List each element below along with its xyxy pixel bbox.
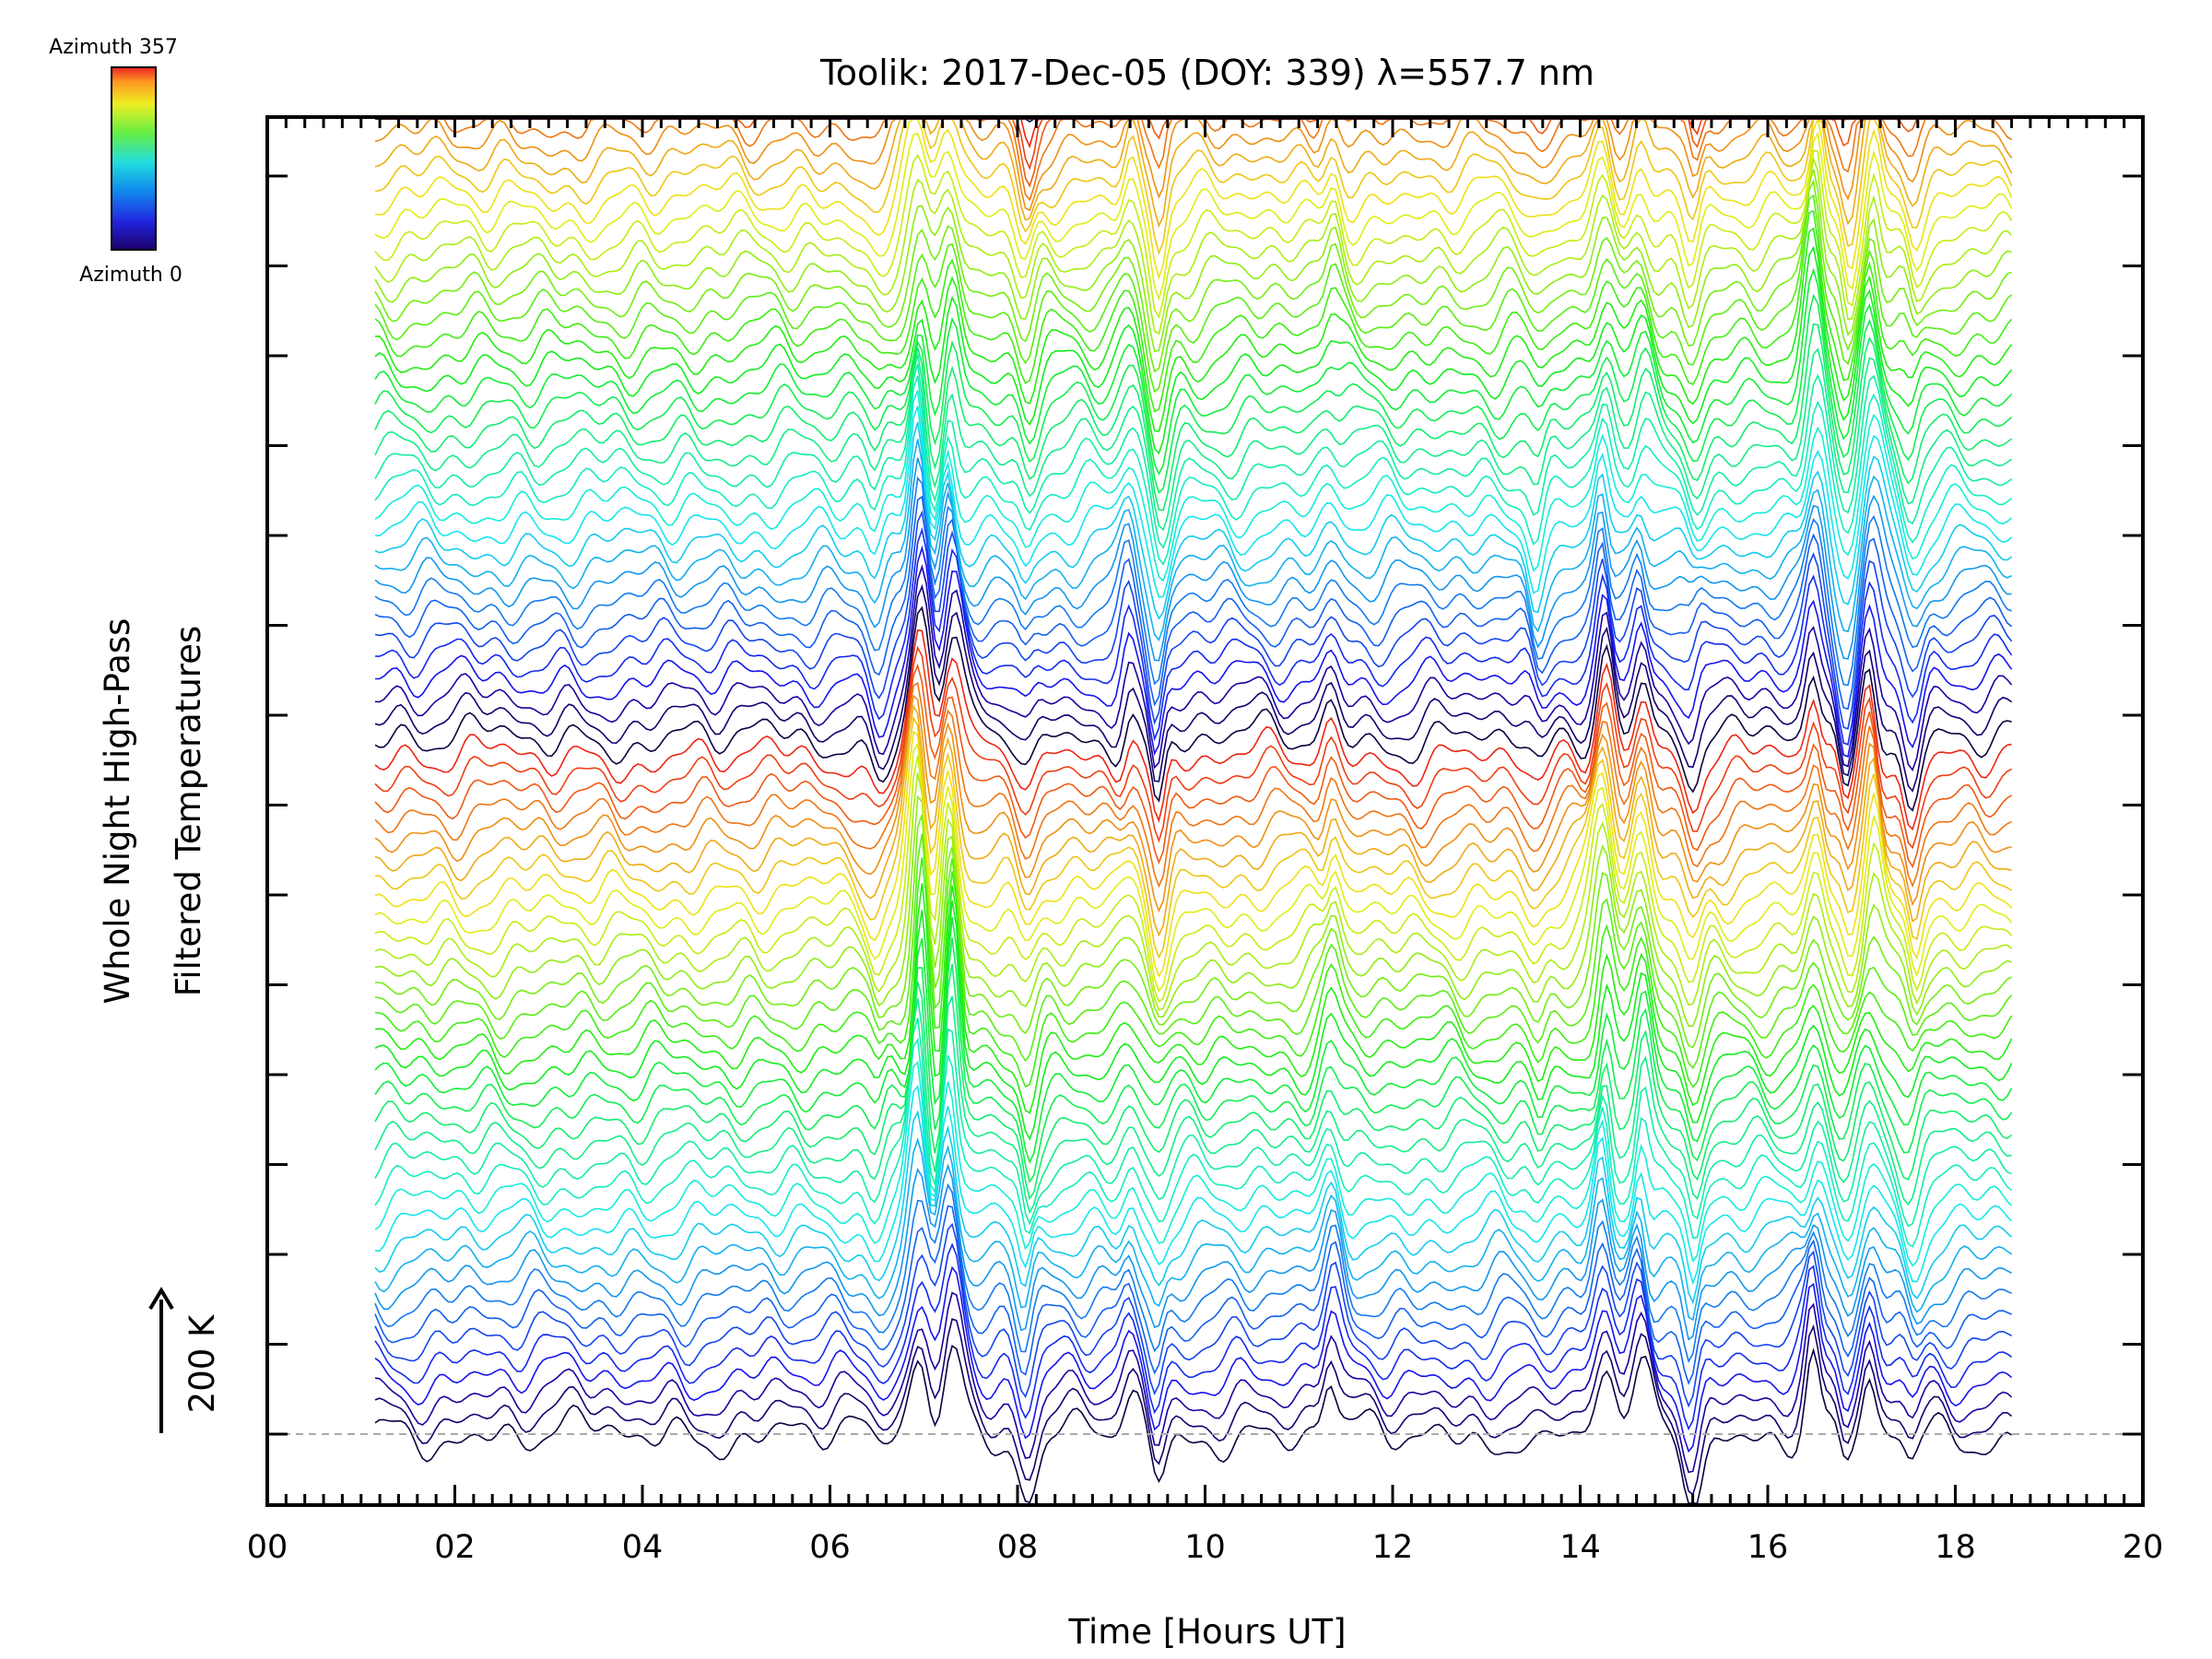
azimuth-trace [374,169,2012,353]
azimuth-trace [374,629,2012,831]
azimuth-trace [374,682,2012,888]
azimuth-trace [374,117,2013,229]
x-tick-label: 08 [997,1529,1039,1566]
azimuth-trace [374,772,2013,1011]
azimuth-trace [374,117,2013,212]
chart-title: Toolik: 2017-Dec-05 (DOY: 339) λ=557.7 n… [819,53,1594,93]
azimuth-trace [374,390,2013,582]
azimuth-trace [374,1222,2012,1408]
azimuth-trace [374,663,2013,869]
azimuth-trace [374,1242,2013,1431]
azimuth-trace [374,1182,2012,1364]
azimuth-trace [375,118,2012,171]
azimuth-trace [374,715,2013,959]
x-tick-label: 10 [1184,1529,1226,1566]
azimuth-trace [374,704,2012,937]
azimuth-trace [374,116,2013,280]
azimuth-trace [374,209,2013,413]
x-tick-label: 16 [1747,1529,1789,1566]
azimuth-trace [374,293,2013,494]
azimuth-trace [374,545,2013,759]
azimuth-trace [374,457,2012,662]
x-tick-label: 04 [622,1529,664,1566]
azimuth-trace [374,1137,2013,1322]
azimuth-trace [374,995,2012,1215]
azimuth-trace [374,916,2013,1164]
azimuth-trace [374,883,2013,1114]
azimuth-trace [374,347,2013,532]
azimuth-trace [374,131,2013,301]
azimuth-trace [375,814,2012,1049]
scale-indicator: 200 K [148,1287,222,1433]
x-axis-label: Time [Hours UT] [1067,1612,1346,1652]
azimuth-trace [374,564,2013,772]
azimuth-trace [375,118,2013,202]
azimuth-trace [374,694,2012,913]
azimuth-trace [374,900,2013,1141]
azimuth-trace [374,118,2013,255]
azimuth-trace [374,1265,2013,1453]
x-tick-label: 14 [1559,1529,1601,1566]
azimuth-trace [374,857,2013,1088]
x-tick-label: 00 [247,1529,288,1566]
x-tick-label: 06 [809,1529,851,1566]
azimuth-trace [374,1061,2013,1267]
x-tick-label: 12 [1372,1529,1414,1566]
azimuth-trace [374,227,2013,433]
azimuth-trace [374,495,2013,711]
azimuth-trace [374,583,2013,793]
scale-label: 200 K [182,1313,222,1413]
scale-arrow-head [148,1287,174,1311]
azimuth-trace [374,267,2013,476]
colorbar-max-label: Azimuth 357 [49,36,178,59]
azimuth-trace [374,755,2013,1004]
azimuth-trace [374,937,2013,1184]
azimuth-trace [374,439,2012,642]
azimuth-trace [374,179,2012,373]
colorbar-min-label: Azimuth 0 [79,264,182,287]
azimuth-trace [374,245,2013,455]
azimuth-trace [374,323,2013,512]
azimuth-trace [374,741,2013,993]
colorbar: Azimuth 357 Azimuth 0 [49,36,182,287]
azimuth-trace [374,606,2012,812]
azimuth-trace [374,476,2012,687]
axis-ticks [265,117,2145,1505]
azimuth-trace [374,1085,2013,1286]
azimuth-trace [374,833,2013,1069]
azimuth-trace [374,363,2013,549]
azimuth-trace [374,510,2013,730]
azimuth-trace [374,194,2013,394]
azimuth-trace [374,1163,2012,1341]
y-axis-label-line1: Whole Night High-Pass [98,618,137,1005]
azimuth-trace [374,963,2013,1201]
colorbar-gradient [111,66,157,251]
azimuth-trace [374,794,2012,1028]
azimuth-trace [374,1205,2012,1386]
y-axis-label-line2: Filtered Temperatures [169,626,208,996]
azimuth-trace [374,375,2013,566]
azimuth-trace [374,1345,2012,1504]
azimuth-trace [374,1318,2013,1496]
azimuth-trace [374,1018,2012,1228]
azimuth-traces [374,116,2013,1504]
azimuth-trace [374,1291,2013,1474]
azimuth-trace [374,730,2013,978]
azimuth-trace [374,406,2013,598]
azimuth-trace [374,1110,2013,1305]
azimuth-trace [374,149,2013,319]
azimuth-trace [374,421,2013,620]
azimuth-trace [374,526,2013,747]
azimuth-trace [374,156,2013,335]
x-tick-label: 18 [1935,1529,1976,1566]
x-tick-label: 02 [434,1529,476,1566]
x-tick-labels: 00 02 04 06 08 10 12 14 16 18 20 [247,1529,2164,1566]
azimuth-trace [374,645,2012,850]
azimuth-trace [374,1037,2013,1248]
x-tick-label: 20 [2123,1529,2164,1566]
